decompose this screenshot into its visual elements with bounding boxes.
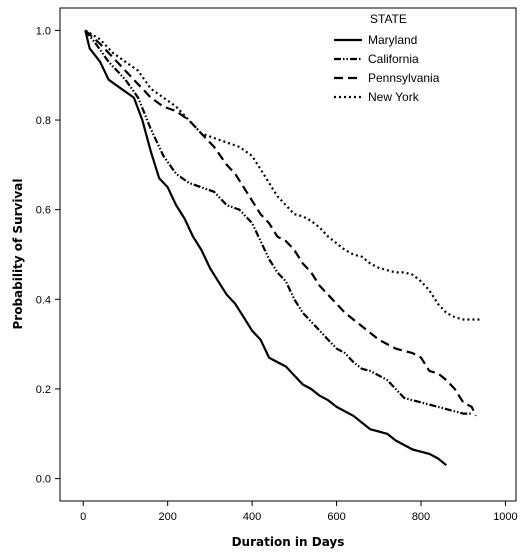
legend-label: New York bbox=[368, 90, 420, 104]
x-tick-label: 400 bbox=[243, 511, 261, 523]
legend: STATE Maryland California Pennsylvania New … bbox=[334, 12, 440, 104]
legend-label: Pennsylvania bbox=[368, 71, 440, 85]
legend-label: California bbox=[368, 52, 419, 66]
x-tick-label: 200 bbox=[158, 511, 176, 523]
series-line-pennsylvania bbox=[84, 29, 477, 417]
y-tick-label: 0.4 bbox=[36, 294, 51, 306]
y-tick-label: 0.2 bbox=[36, 384, 51, 396]
legend-label: Maryland bbox=[368, 33, 417, 47]
y-tick-label: 0.0 bbox=[36, 474, 51, 486]
x-tick-label: 1000 bbox=[493, 511, 517, 523]
x-axis-title: Duration in Days bbox=[232, 535, 345, 549]
legend-title: STATE bbox=[370, 12, 407, 26]
legend-items: Maryland California Pennsylvania New York bbox=[334, 33, 440, 104]
y-axis-title: Probability of Survival bbox=[11, 178, 25, 329]
series-lines bbox=[84, 29, 481, 466]
series-line-new-york bbox=[84, 29, 481, 321]
x-tick-label: 800 bbox=[412, 511, 430, 523]
x-tick-label: 0 bbox=[80, 511, 86, 523]
y-tick-label: 0.6 bbox=[36, 205, 51, 217]
y-tick-label: 0.8 bbox=[36, 115, 51, 127]
axis-ticks: 0 200 400 600 800 1000 0.0 0.2 0.4 0.6 0.8 1.0 bbox=[36, 25, 518, 523]
series-line-california bbox=[84, 29, 472, 415]
y-tick-label: 1.0 bbox=[36, 25, 51, 37]
series-line-maryland bbox=[84, 30, 447, 466]
plot-frame bbox=[59, 7, 517, 502]
x-tick-label: 600 bbox=[327, 511, 345, 523]
